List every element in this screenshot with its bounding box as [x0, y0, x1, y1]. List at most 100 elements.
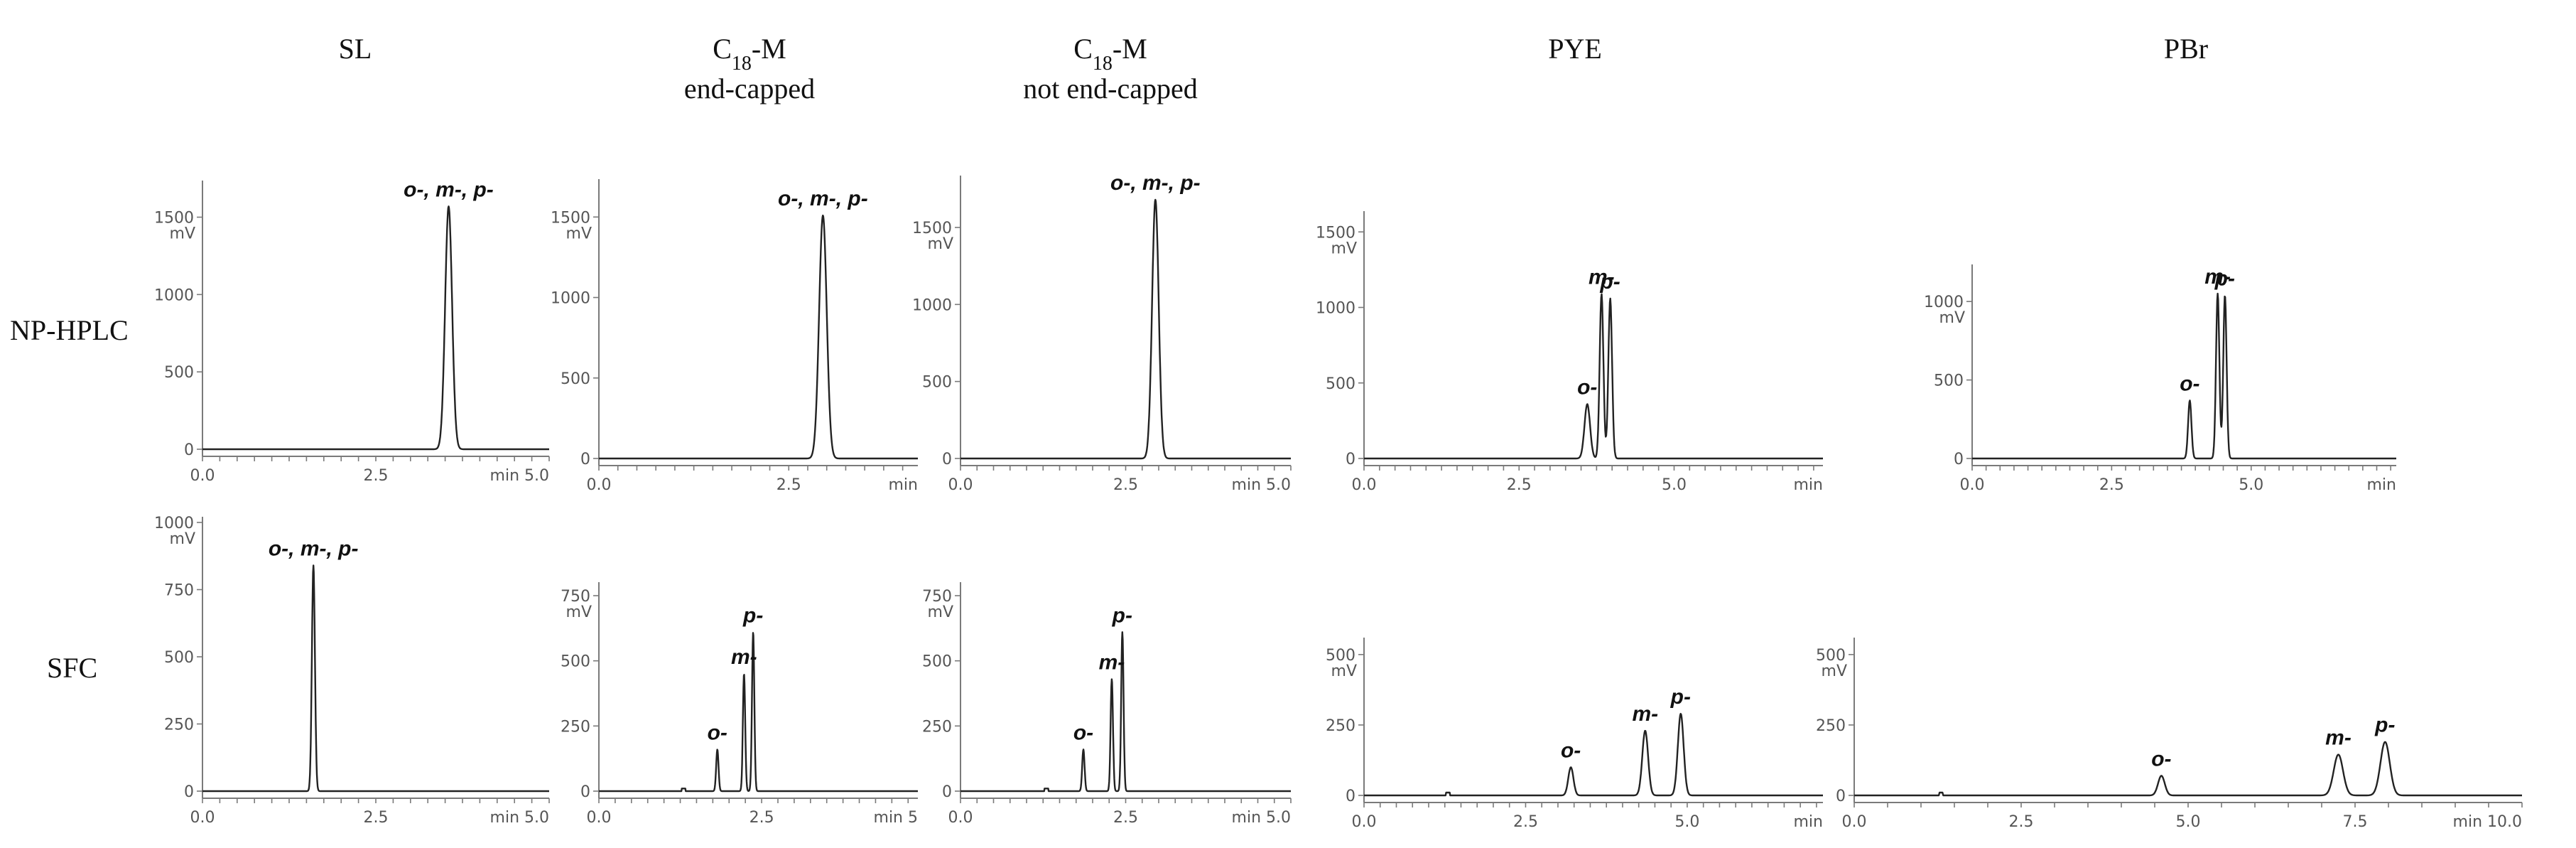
peak-label: m-: [2204, 265, 2231, 289]
peak-label: p-: [1599, 270, 1620, 294]
chromatogram-trace: [202, 205, 550, 451]
x-tick-label: 2.5: [1513, 813, 1538, 831]
x-tick-label: 2.5: [2099, 476, 2124, 494]
y-tick-label: 0: [580, 451, 590, 468]
x-tick-label: min 5: [874, 809, 918, 827]
column-title-c18m-end-capped: C18-M: [713, 33, 786, 75]
y-tick-label: 0: [1346, 451, 1355, 468]
y-unit-label: mV: [1331, 240, 1357, 257]
x-tick-label: min: [889, 476, 919, 494]
peak-label: o-: [1577, 376, 1597, 399]
column-title-sl: SL: [339, 33, 372, 65]
x-tick-label: 0.0: [587, 476, 612, 494]
chromatogram-trace: [1363, 293, 1824, 460]
y-tick-label: 500: [922, 653, 952, 671]
y-unit-label: mV: [1822, 662, 1847, 680]
chromatogram-trace: [960, 631, 1292, 793]
y-tick-label: 1000: [154, 515, 194, 532]
x-tick-label: min: [2367, 476, 2397, 494]
y-unit-label: mV: [928, 235, 953, 253]
peak-label: m-: [2325, 726, 2352, 750]
y-tick-label: 0: [184, 783, 194, 801]
peak-label: o-: [2151, 747, 2171, 771]
y-unit-label: mV: [566, 603, 592, 621]
peak-label: o-, m-, p-: [404, 178, 494, 201]
chromatogram-trace: [1971, 292, 2397, 460]
x-tick-label: 2.5: [2009, 813, 2034, 831]
x-tick-label: 2.5: [1507, 476, 1532, 494]
peak-label: o-: [708, 721, 727, 744]
column-subtitle-c18m-end-capped: end-capped: [684, 73, 815, 104]
y-unit-label: mV: [170, 530, 195, 548]
y-tick-label: 250: [561, 718, 590, 736]
y-tick-label: 0: [1836, 788, 1846, 805]
y-tick-label: 1500: [1316, 224, 1355, 242]
column-title-c18m-not-end-capped: C18-M: [1073, 33, 1147, 75]
x-tick-label: 0.0: [1352, 476, 1377, 494]
x-tick-label: min: [1794, 813, 1824, 831]
y-tick-label: 250: [164, 716, 194, 734]
y-unit-label: mV: [928, 603, 953, 621]
peak-label: p-: [2374, 714, 2395, 737]
y-unit-label: mV: [170, 225, 195, 243]
x-tick-label: min: [1794, 476, 1824, 494]
y-tick-label: 1000: [912, 296, 952, 314]
chromatogram-trace: [598, 214, 919, 460]
y-tick-label: 0: [1346, 788, 1355, 805]
y-tick-label: 0: [1954, 451, 1964, 468]
y-tick-label: 1000: [1316, 300, 1355, 318]
x-tick-label: 2.5: [749, 809, 774, 827]
y-tick-label: 500: [164, 649, 194, 667]
y-tick-label: 500: [561, 370, 590, 388]
peak-label: p-: [2214, 267, 2235, 290]
peak-label: p-: [742, 603, 763, 627]
x-tick-label: 5.0: [2239, 476, 2263, 494]
peak-label: m-: [1632, 702, 1658, 726]
peak-label: o-, m-, p-: [1110, 171, 1201, 195]
y-tick-label: 500: [1326, 647, 1355, 665]
y-tick-label: 0: [942, 451, 952, 468]
row-title-sfc: SFC: [47, 652, 97, 684]
y-unit-label: mV: [566, 225, 592, 242]
y-tick-label: 750: [164, 582, 194, 600]
y-tick-label: 750: [561, 588, 590, 606]
y-tick-label: 0: [580, 783, 590, 801]
peak-label: m-: [1589, 265, 1615, 289]
y-tick-label: 250: [922, 718, 952, 736]
y-tick-label: 500: [922, 374, 952, 392]
x-tick-label: 0.0: [587, 809, 612, 827]
y-tick-label: 1500: [551, 209, 590, 227]
peak-label: o-: [2180, 372, 2199, 395]
x-tick-label: 0.0: [948, 476, 973, 494]
x-tick-label: 2.5: [1113, 809, 1138, 827]
chromatogram-trace: [1363, 712, 1824, 797]
peak-label: p-: [1670, 685, 1691, 709]
chromatogram-trace: [202, 564, 550, 793]
y-tick-label: 500: [1326, 375, 1355, 393]
x-tick-label: 2.5: [1113, 476, 1138, 494]
y-tick-label: 500: [1816, 647, 1846, 665]
y-unit-label: mV: [1939, 309, 1965, 327]
x-tick-label: 7.5: [2343, 813, 2368, 831]
column-title-pye: PYE: [1548, 33, 1602, 65]
peak-label: m-: [731, 645, 757, 669]
y-tick-label: 1500: [154, 210, 194, 227]
x-tick-label: 5.0: [1674, 813, 1699, 831]
y-tick-label: 500: [561, 653, 590, 671]
peak-label: o-, m-, p-: [778, 187, 868, 210]
y-tick-label: 1500: [912, 220, 952, 237]
y-unit-label: mV: [1331, 662, 1357, 680]
y-tick-label: 250: [1326, 717, 1355, 735]
peak-label: m-: [1099, 650, 1125, 674]
column-title-pbr: PBr: [2164, 33, 2208, 65]
x-tick-label: 0.0: [1960, 476, 1985, 494]
